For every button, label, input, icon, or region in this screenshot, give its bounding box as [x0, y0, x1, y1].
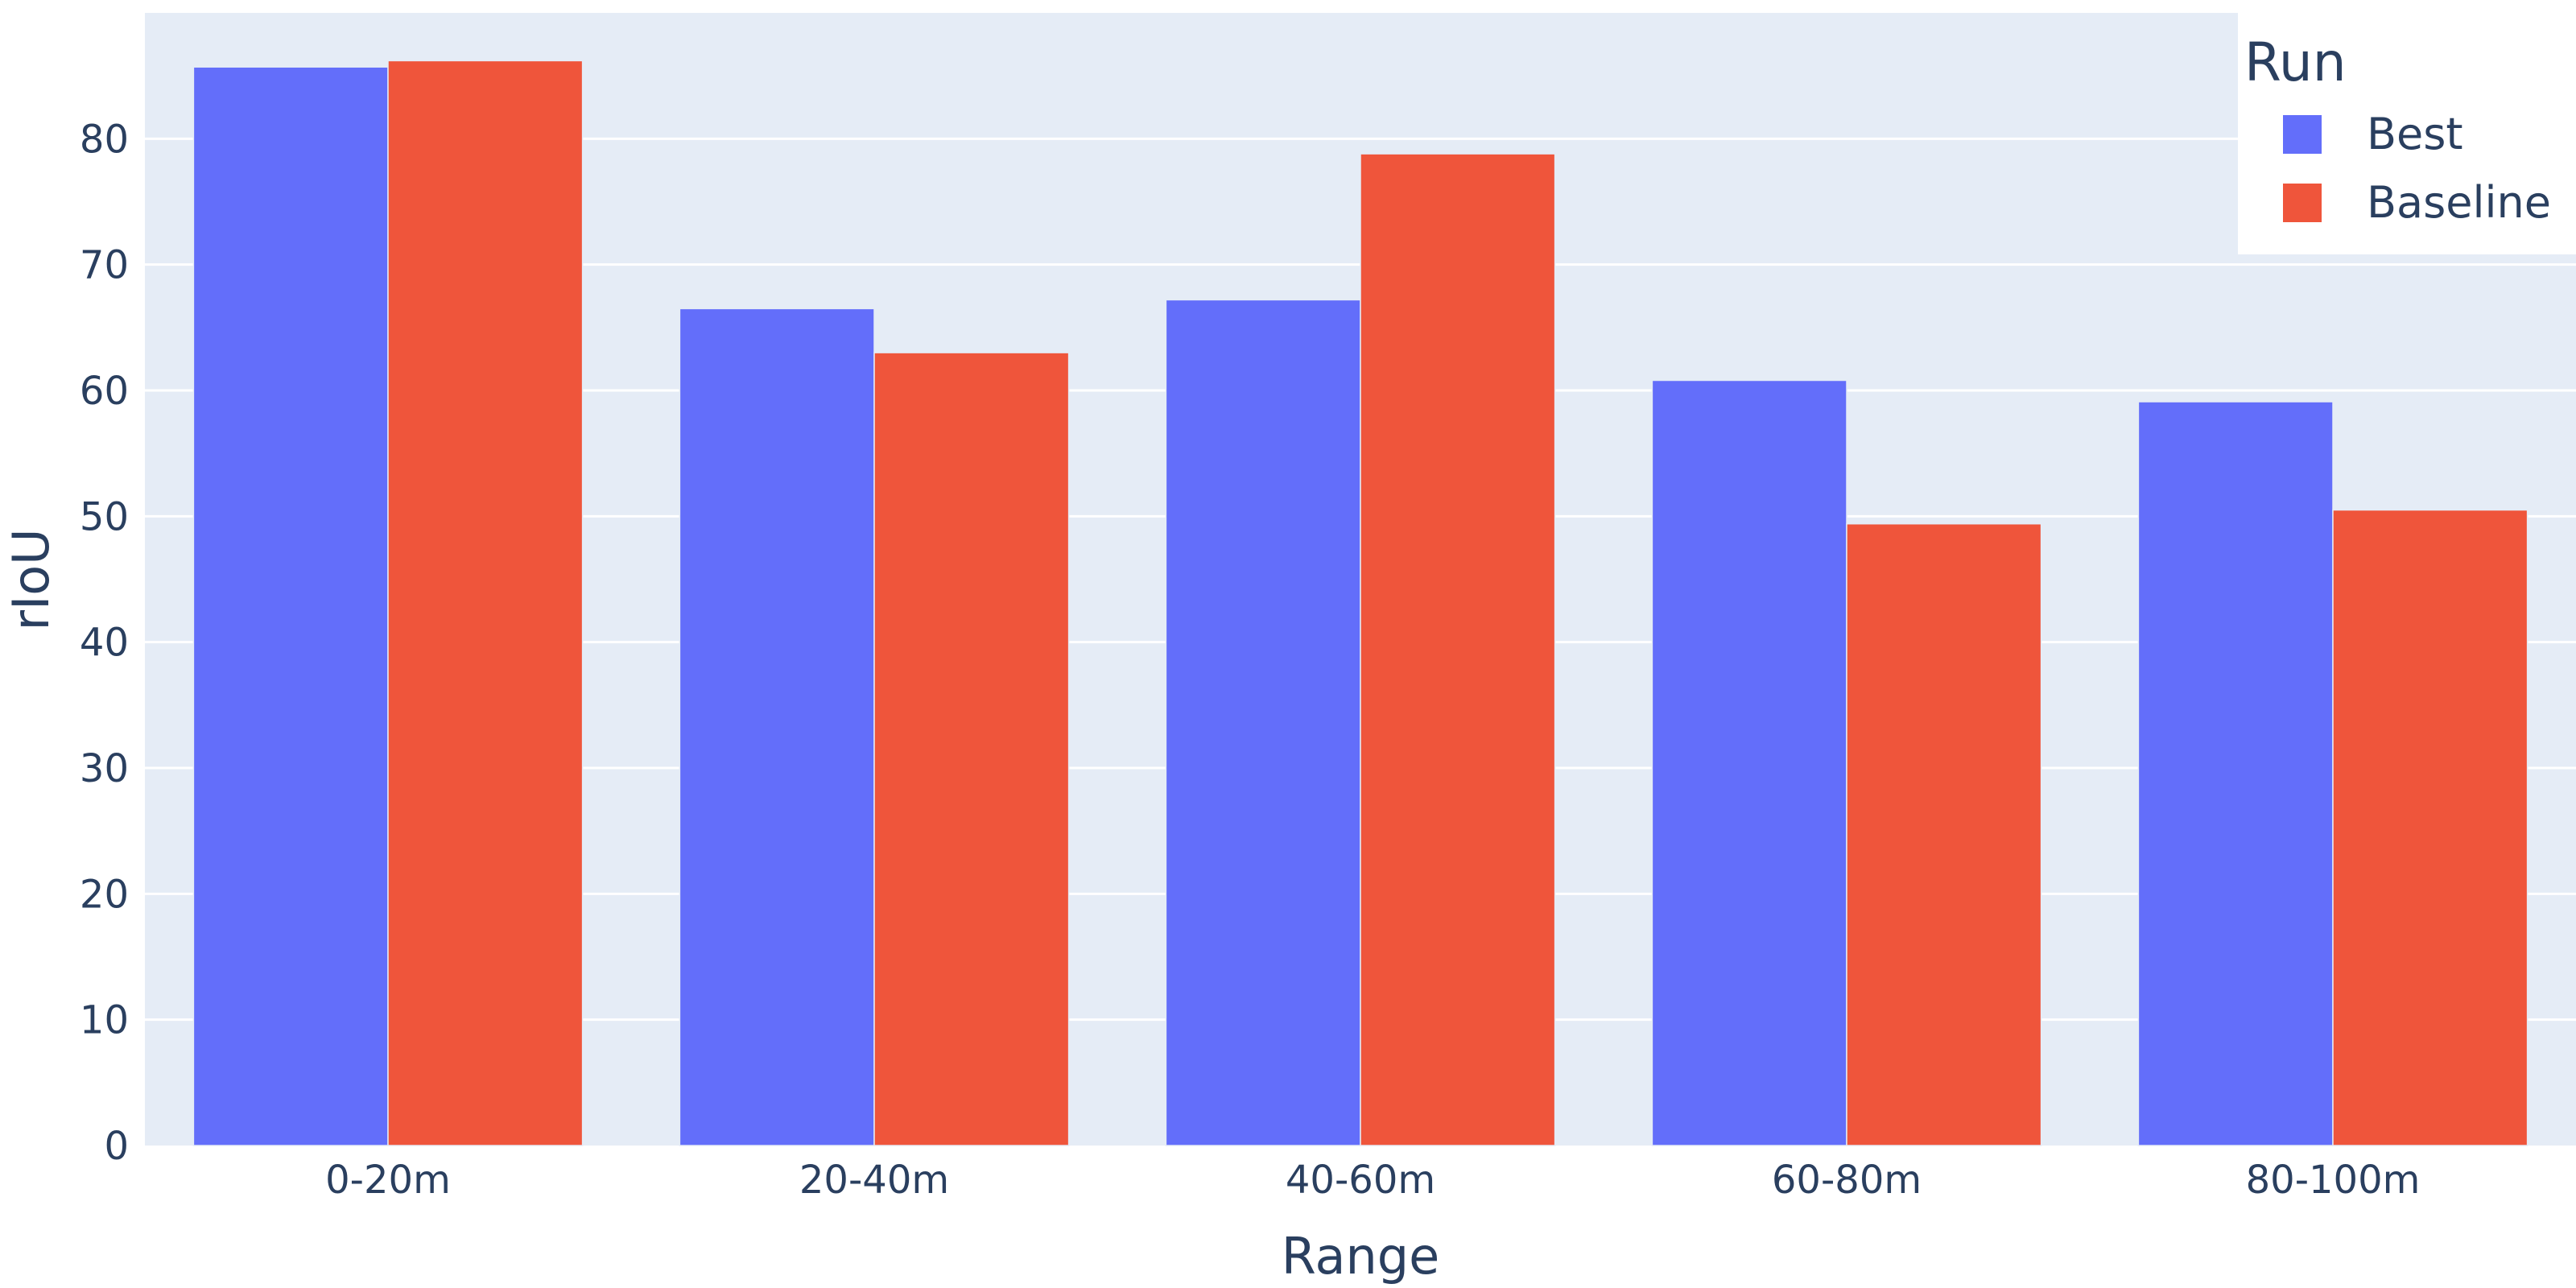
- bar-baseline-60-80m[interactable]: [1846, 522, 2042, 1146]
- y-tick-label-60: 60: [80, 369, 129, 414]
- x-axis-title: Range: [1282, 1227, 1440, 1286]
- bar-baseline-20-40m[interactable]: [873, 352, 1070, 1146]
- y-tick-label-10: 10: [80, 998, 129, 1043]
- legend: Run Best Baseline: [2238, 13, 2576, 254]
- y-tick-label-0: 0: [104, 1124, 129, 1169]
- y-tick-label-30: 30: [80, 746, 129, 791]
- bar-best-0-20m[interactable]: [192, 66, 389, 1146]
- y-tick-label-20: 20: [80, 872, 129, 917]
- y-tick-label-70: 70: [80, 243, 129, 288]
- bar-baseline-0-20m[interactable]: [387, 60, 584, 1146]
- bar-best-80-100m[interactable]: [2137, 401, 2334, 1146]
- x-tick-label-80-100m: 80-100m: [2246, 1158, 2421, 1203]
- y-tick-labels: 0 10 20 30 40 50 60 70 80: [80, 117, 129, 1169]
- legend-swatch-best[interactable]: [2283, 115, 2322, 154]
- bar-best-20-40m[interactable]: [679, 308, 875, 1146]
- y-tick-label-50: 50: [80, 494, 129, 539]
- x-tick-label-60-80m: 60-80m: [1772, 1158, 1922, 1203]
- legend-label-best[interactable]: Best: [2367, 109, 2463, 159]
- y-tick-label-40: 40: [80, 621, 129, 666]
- x-tick-label-20-40m: 20-40m: [799, 1158, 949, 1203]
- x-tick-label-0-20m: 0-20m: [325, 1158, 451, 1203]
- bar-best-60-80m[interactable]: [1651, 379, 1847, 1146]
- legend-swatch-baseline[interactable]: [2283, 184, 2322, 222]
- legend-title: Run: [2244, 31, 2347, 93]
- y-axis-title: rIoU: [2, 528, 60, 630]
- x-tick-label-40-60m: 40-60m: [1286, 1158, 1435, 1203]
- y-tick-label-80: 80: [80, 117, 129, 162]
- bar-best-40-60m[interactable]: [1165, 299, 1361, 1146]
- x-tick-labels: 0-20m 20-40m 40-60m 60-80m 80-100m: [325, 1158, 2420, 1203]
- bar-baseline-40-60m[interactable]: [1360, 153, 1556, 1146]
- bars: [192, 60, 2529, 1146]
- bar-baseline-80-100m[interactable]: [2332, 509, 2529, 1146]
- legend-label-baseline[interactable]: Baseline: [2367, 177, 2551, 228]
